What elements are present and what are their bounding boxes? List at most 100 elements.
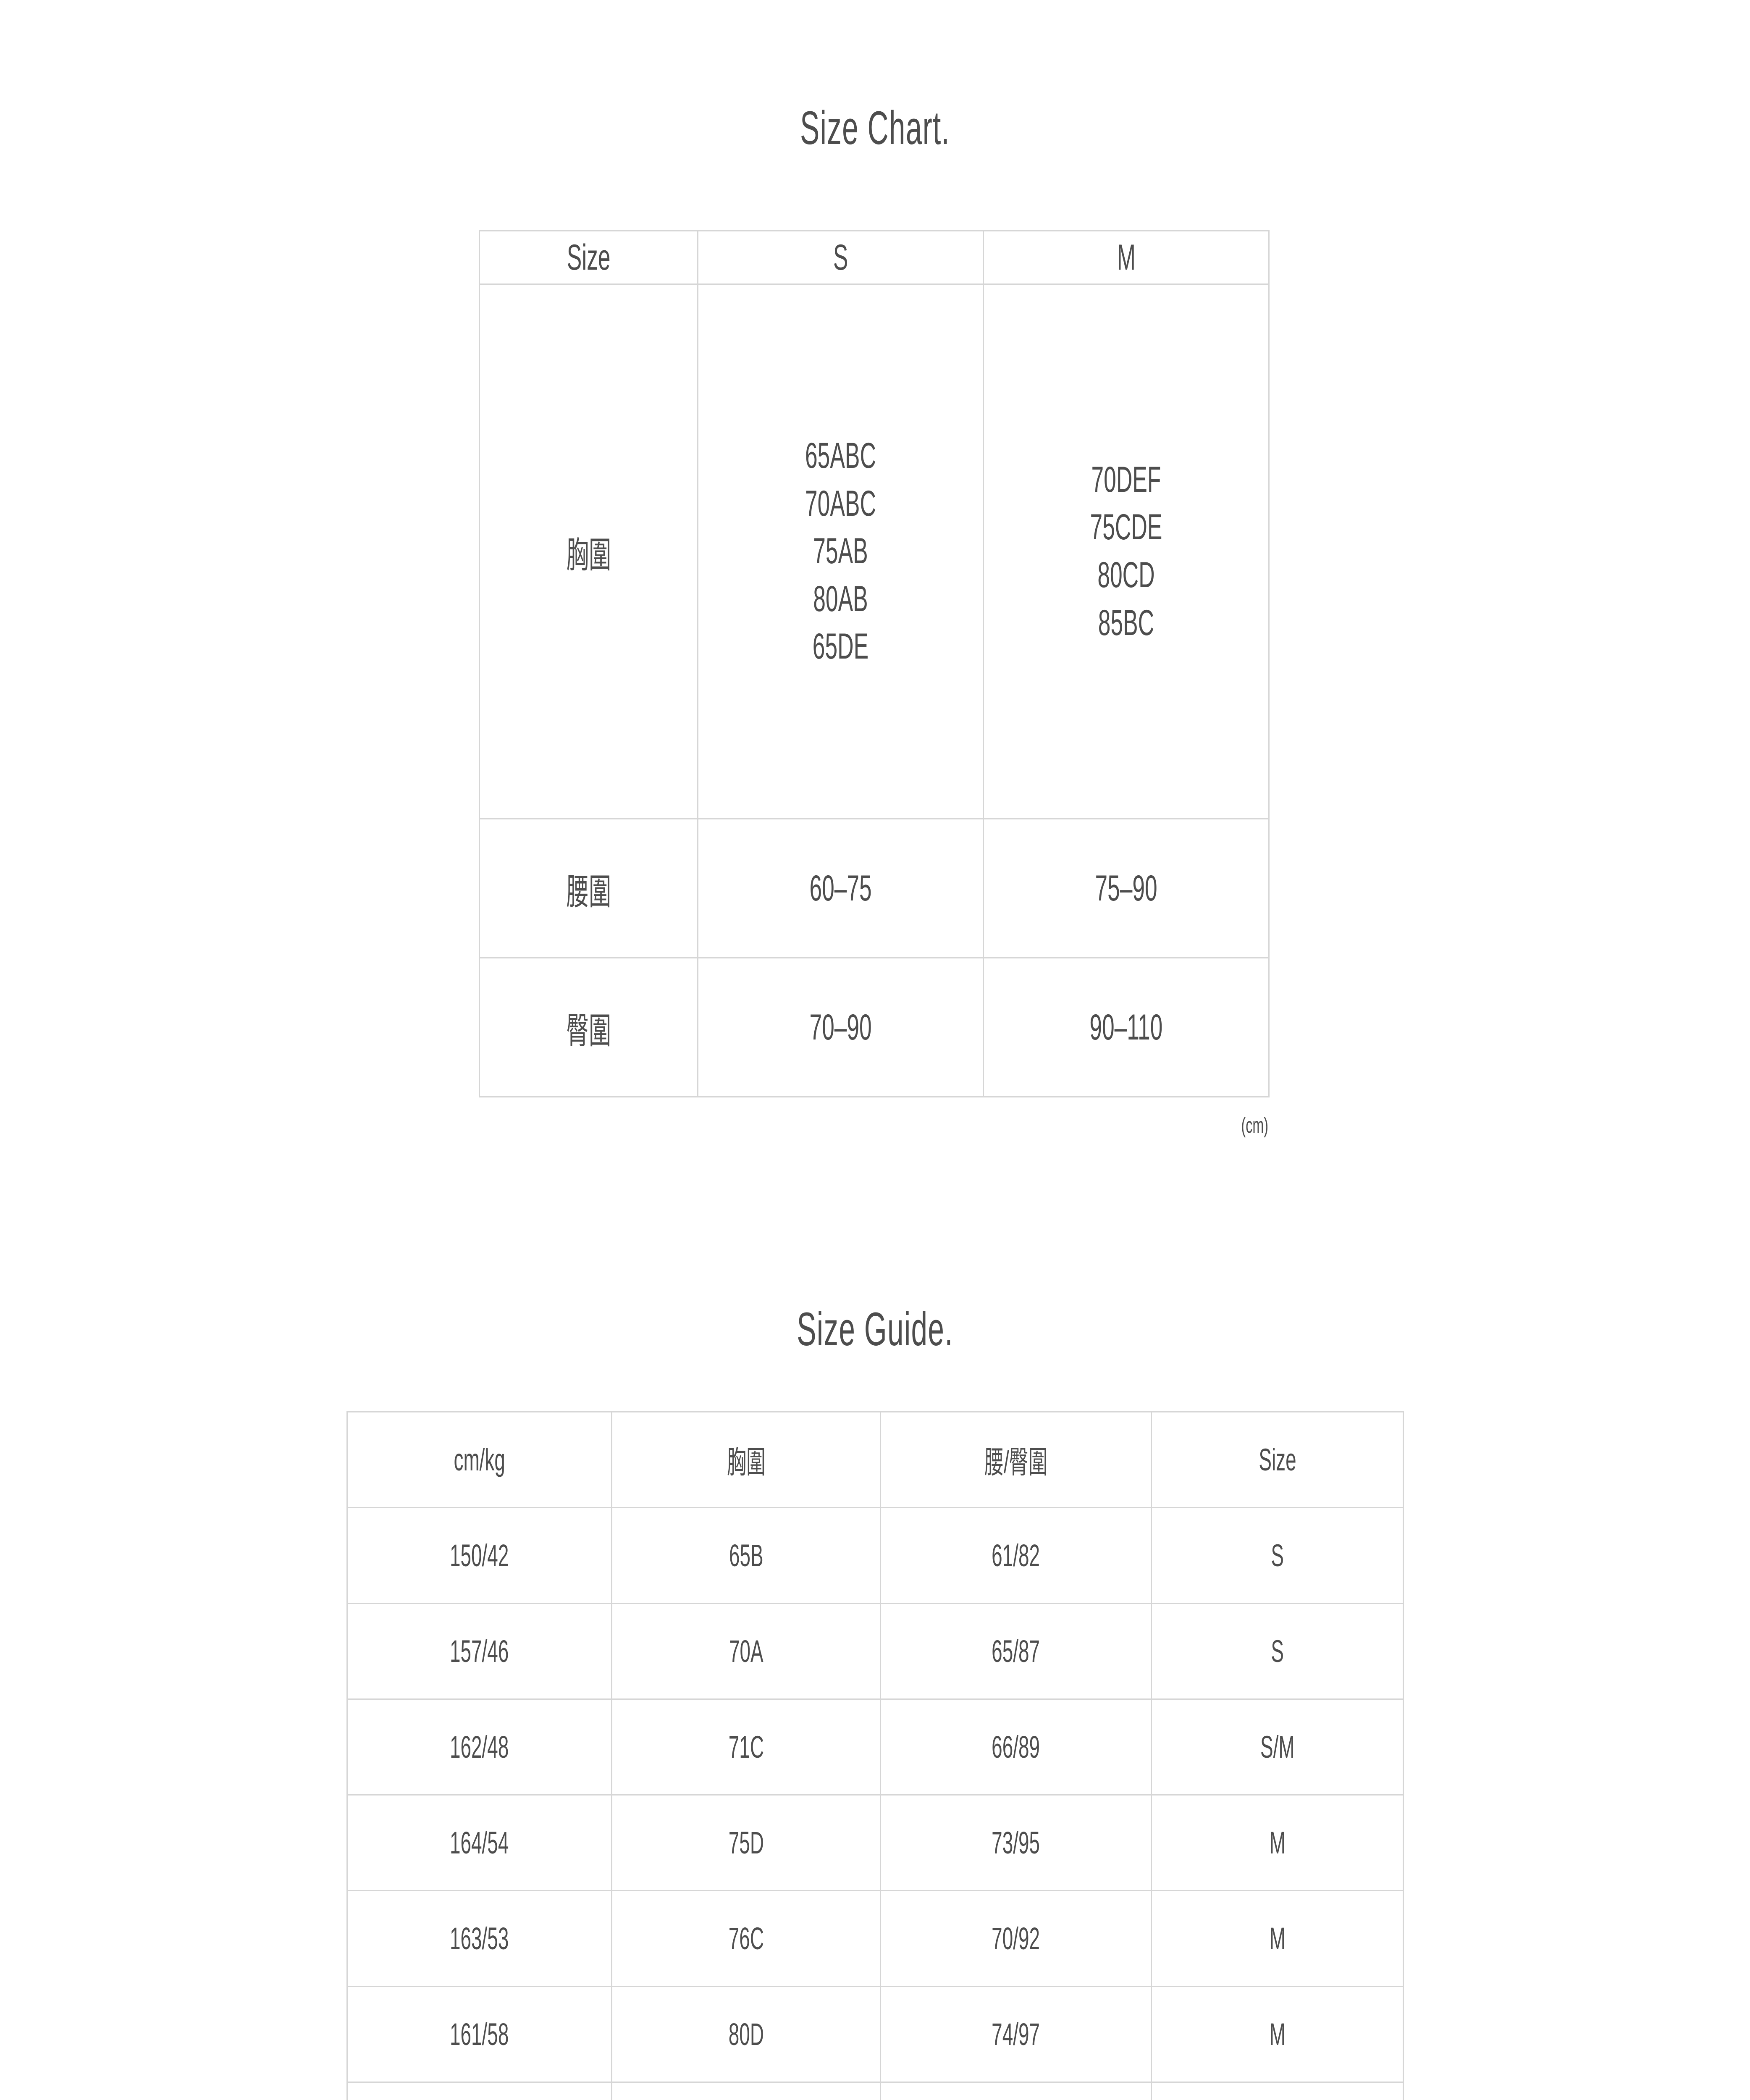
size-guide-value-bust: 65B: [729, 1538, 763, 1573]
size-chart-bust-m-1: 75CDE: [1090, 507, 1162, 548]
size-guide-cell-bust: 70A: [611, 1603, 881, 1700]
size-chart-bust-m-3: 85BC: [1098, 602, 1154, 643]
size-chart-bust-s-2: 75AB: [813, 531, 868, 572]
size-guide-cell-cmkg: 163/53: [346, 1890, 612, 1987]
size-guide-value-size: S: [1271, 1538, 1284, 1573]
size-chart-header-s-label: S: [833, 237, 848, 278]
size-chart-waist-m-cell: 75–90: [983, 818, 1270, 958]
size-chart-bust-m-0: 70DEF: [1091, 459, 1161, 500]
table-row: 150/42 65B 61/82 S: [346, 1507, 1404, 1604]
size-guide-cell-bust: 76C: [611, 1890, 881, 1987]
size-guide-cell-size: S: [1151, 1507, 1404, 1604]
size-chart-row-hip: 臀圍 70–90 90–110: [479, 957, 1270, 1097]
size-guide-cell-cmkg: 150/42: [346, 1507, 612, 1604]
size-chart-header-m: M: [983, 230, 1270, 285]
size-guide-value-cmkg: 150/42: [450, 1538, 509, 1573]
size-chart-table: Size S M 胸圍 65ABC 70ABC 75AB 80AB 65DE 7…: [479, 230, 1270, 1097]
size-guide-cell-size: S/M: [1151, 1698, 1404, 1796]
size-guide-cell-bust: 80D: [611, 1986, 881, 2083]
size-guide-cell-bust: 75D: [611, 1794, 881, 1891]
size-guide-value-cmkg: 162/48: [450, 1730, 509, 1764]
size-guide-cell-bust: 82D: [611, 2082, 881, 2100]
table-row: 157/46 70A 65/87 S: [346, 1603, 1404, 1700]
size-guide-cell-waist-hip: 65/87: [880, 1603, 1152, 1700]
size-guide-cell-cmkg: 157/46: [346, 1603, 612, 1700]
size-guide-value-waist-hip: 61/82: [992, 1538, 1040, 1573]
size-guide-header-waist-hip-label: 腰/臀圍: [984, 1445, 1048, 1480]
size-chart-row-bust: 胸圍 65ABC 70ABC 75AB 80AB 65DE 70DEF 75CD…: [479, 284, 1270, 819]
size-guide-value-waist-hip: 74/97: [992, 2017, 1040, 2052]
size-guide-title: Size Guide.: [797, 1303, 953, 1355]
size-chart-bust-s-3: 80AB: [813, 578, 868, 619]
table-row: 163/53 76C 70/92 M: [346, 1890, 1404, 1987]
size-guide-value-size: M: [1269, 1825, 1286, 1860]
table-row: 155/59 82D 83/109 M: [346, 2082, 1404, 2100]
size-guide-value-size: S/M: [1260, 1730, 1295, 1764]
table-row: 161/58 80D 74/97 M: [346, 1986, 1404, 2083]
size-chart-bust-s-cell: 65ABC 70ABC 75AB 80AB 65DE: [697, 284, 984, 819]
size-guide-value-waist-hip: 70/92: [992, 1921, 1040, 1956]
size-guide-cell-bust: 65B: [611, 1507, 881, 1604]
size-guide-cell-cmkg: 155/59: [346, 2082, 612, 2100]
size-guide-header-bust-label: 胸圍: [727, 1445, 766, 1480]
size-chart-bust-s-4: 65DE: [812, 626, 869, 667]
size-guide-header-cmkg: cm/kg: [346, 1411, 612, 1508]
size-chart-bust-s-1: 70ABC: [805, 483, 876, 524]
size-chart-hip-label-cell: 臀圍: [479, 957, 698, 1097]
size-guide-header-waist-hip: 腰/臀圍: [880, 1411, 1152, 1508]
size-guide-value-cmkg: 164/54: [450, 1825, 509, 1860]
size-chart-hip-s-cell: 70–90: [697, 957, 984, 1097]
size-guide-value-bust: 76C: [728, 1921, 764, 1956]
size-guide-value-waist-hip: 66/89: [992, 1730, 1040, 1764]
size-guide-value-size: M: [1269, 1921, 1286, 1956]
size-chart-header-size-label: Size: [567, 237, 611, 278]
size-chart-header-size: Size: [479, 230, 698, 285]
table-row: 164/54 75D 73/95 M: [346, 1794, 1404, 1891]
size-guide-header-row: cm/kg 胸圍 腰/臀圍 Size: [346, 1411, 1404, 1508]
size-guide-cell-size: M: [1151, 1794, 1404, 1891]
size-guide-value-cmkg: 161/58: [450, 2017, 509, 2052]
size-guide-header-cmkg-label: cm/kg: [454, 1442, 505, 1477]
size-guide-value-bust: 70A: [729, 1634, 763, 1669]
size-guide-table: cm/kg 胸圍 腰/臀圍 Size 150/42 65B 61/82 S 15…: [346, 1411, 1404, 2100]
size-chart-unit-note: (cm): [1241, 1113, 1268, 1138]
size-guide-value-cmkg: 163/53: [450, 1921, 509, 1956]
size-chart-waist-label: 腰圍: [566, 872, 611, 912]
size-chart-hip-m-value: 90–110: [1089, 1007, 1163, 1047]
size-guide-cell-size: S: [1151, 1603, 1404, 1700]
size-guide-header-size-label: Size: [1258, 1442, 1296, 1477]
size-guide-cell-cmkg: 164/54: [346, 1794, 612, 1891]
size-guide-value-bust: 71C: [728, 1730, 764, 1764]
size-chart-waist-label-cell: 腰圍: [479, 818, 698, 958]
size-guide-value-bust: 75D: [728, 1825, 764, 1860]
size-guide-cell-bust: 71C: [611, 1698, 881, 1796]
size-guide-cell-size: M: [1151, 1986, 1404, 2083]
size-guide-value-size: M: [1269, 2017, 1286, 2052]
size-guide-cell-size: M: [1151, 2082, 1404, 2100]
size-chart-hip-label: 臀圍: [566, 1011, 611, 1051]
size-guide-cell-waist-hip: 66/89: [880, 1698, 1152, 1796]
size-chart-header-row: Size S M: [479, 230, 1270, 285]
size-guide-value-waist-hip: 73/95: [992, 1825, 1040, 1860]
size-chart-header-s: S: [697, 230, 984, 285]
size-chart-bust-label: 胸圍: [566, 535, 611, 575]
size-chart-waist-m-value: 75–90: [1095, 868, 1157, 908]
table-row: 162/48 71C 66/89 S/M: [346, 1698, 1404, 1796]
size-guide-cell-waist-hip: 73/95: [880, 1794, 1152, 1891]
size-guide-cell-waist-hip: 70/92: [880, 1890, 1152, 1987]
size-chart-waist-s-cell: 60–75: [697, 818, 984, 958]
size-guide-cell-cmkg: 161/58: [346, 1986, 612, 2083]
size-chart-bust-m-2: 80CD: [1097, 555, 1155, 595]
size-guide-cell-cmkg: 162/48: [346, 1698, 612, 1796]
size-guide-cell-waist-hip: 74/97: [880, 1986, 1152, 2083]
size-chart-hip-m-cell: 90–110: [983, 957, 1270, 1097]
size-chart-waist-s-value: 60–75: [809, 868, 872, 908]
size-chart-row-waist: 腰圍 60–75 75–90: [479, 818, 1270, 958]
size-guide-value-cmkg: 157/46: [450, 1634, 509, 1669]
size-guide-cell-size: M: [1151, 1890, 1404, 1987]
size-chart-bust-label-cell: 胸圍: [479, 284, 698, 819]
size-guide-value-size: S: [1271, 1634, 1284, 1669]
size-chart-title: Size Chart.: [800, 102, 950, 154]
size-guide-value-bust: 80D: [728, 2017, 764, 2052]
size-guide-value-waist-hip: 65/87: [992, 1634, 1040, 1669]
